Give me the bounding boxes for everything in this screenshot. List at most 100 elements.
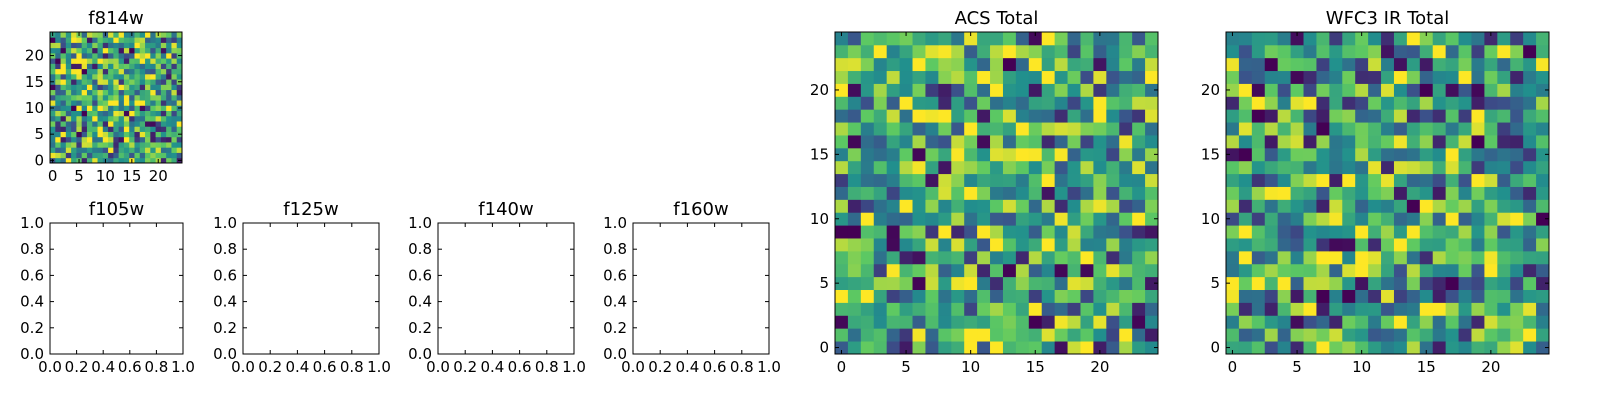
heatmap-cell	[1067, 122, 1081, 136]
heatmap-cell	[1445, 315, 1459, 329]
heatmap-cell	[1119, 44, 1133, 59]
heatmap-cell	[1264, 70, 1279, 84]
heatmap-cell	[899, 302, 913, 316]
heatmap-cell	[1471, 328, 1485, 342]
heatmap-cell	[160, 89, 167, 96]
heatmap-cell	[145, 105, 151, 111]
heatmap-cell	[1536, 135, 1550, 149]
heatmap-cell	[123, 68, 130, 75]
heatmap-cell	[1226, 83, 1240, 97]
heatmap-cell	[123, 37, 130, 43]
heatmap-cell	[847, 238, 862, 252]
heatmap-cell	[1445, 263, 1459, 278]
heatmap-cell	[86, 142, 93, 148]
heatmap-cell	[1355, 83, 1369, 97]
heatmap-cell	[847, 186, 862, 200]
heatmap-cell	[1445, 57, 1459, 72]
heatmap-cell	[886, 186, 900, 200]
heatmap-cell	[108, 100, 114, 106]
heatmap-cell	[1381, 341, 1395, 355]
heatmap-cell	[860, 173, 875, 187]
heatmap-cell	[134, 110, 141, 117]
heatmap-cell	[1119, 32, 1133, 46]
heatmap-cell	[990, 57, 1004, 72]
heatmap-cell	[1419, 44, 1434, 59]
heatmap-cell	[1368, 238, 1382, 252]
x-tick-label: 1.0	[757, 358, 781, 376]
heatmap-cell	[1251, 289, 1266, 303]
heatmap-cell	[1093, 96, 1107, 110]
heatmap-cell	[1484, 44, 1498, 59]
heatmap-cell	[1264, 96, 1279, 110]
y-tick-label: 0	[1210, 339, 1220, 357]
heatmap-cell	[1226, 328, 1240, 342]
heatmap-cell	[113, 121, 120, 127]
heatmap-cell	[951, 32, 965, 46]
heatmap-cell	[1028, 44, 1043, 59]
heatmap-cell	[977, 122, 991, 136]
heatmap-cell	[1342, 289, 1356, 303]
heatmap-cell	[1497, 315, 1511, 329]
heatmap-cell	[1226, 302, 1240, 316]
heatmap-cell	[899, 57, 913, 72]
heatmap-cell	[1355, 70, 1369, 84]
heatmap-cell	[150, 32, 156, 38]
heatmap-cell	[1002, 212, 1017, 226]
heatmap-cell	[150, 63, 156, 70]
heatmap-cell	[1119, 57, 1133, 72]
heatmap-cell	[1510, 238, 1524, 252]
heatmap-cell	[1093, 225, 1107, 239]
heatmap-cell	[1381, 83, 1395, 97]
heatmap-cell	[1419, 147, 1434, 162]
heatmap-cell	[886, 199, 900, 213]
heatmap-cell	[65, 142, 72, 148]
heatmap-cell	[1132, 302, 1146, 316]
x-tick-label: 10	[961, 358, 980, 376]
heatmap-cell	[1290, 212, 1304, 226]
heatmap-cell	[925, 32, 939, 46]
heatmap-cell	[1290, 238, 1304, 252]
heatmap-cell	[977, 147, 991, 162]
heatmap-cell	[1471, 186, 1485, 200]
heatmap-cell	[113, 58, 120, 64]
heatmap-cell	[155, 37, 162, 43]
heatmap-cell	[1054, 199, 1068, 213]
heatmap-cell	[1132, 315, 1146, 329]
heatmap-cell	[134, 121, 141, 127]
heatmap-cell	[150, 68, 156, 75]
heatmap-cell	[108, 105, 114, 111]
heatmap-cell	[86, 63, 93, 70]
heatmap-cell	[925, 289, 939, 303]
heatmap-cell	[1041, 328, 1056, 342]
axes-frame	[49, 222, 184, 355]
heatmap-cell	[1303, 263, 1317, 278]
heatmap-cell	[886, 83, 900, 97]
heatmap-cell	[938, 199, 952, 213]
heatmap-cell	[835, 341, 849, 355]
heatmap-cell	[1251, 341, 1266, 355]
heatmap-cell	[1264, 44, 1279, 59]
heatmap-cell	[951, 109, 965, 123]
heatmap-cell	[176, 115, 183, 122]
heatmap-cell	[835, 289, 849, 303]
heatmap-cell	[1041, 212, 1056, 226]
heatmap-cell	[171, 152, 178, 159]
heatmap-cell	[951, 315, 965, 329]
heatmap-cell	[1393, 70, 1408, 84]
heatmap-cell	[1145, 135, 1159, 149]
heatmap-cell	[1510, 122, 1524, 136]
heatmap-cell	[55, 152, 61, 159]
heatmap-cell	[113, 142, 120, 148]
heatmap-cell	[1238, 263, 1253, 278]
heatmap-cell	[977, 302, 991, 316]
heatmap-cell	[1458, 328, 1472, 342]
heatmap-cell	[176, 152, 183, 159]
heatmap-cell	[886, 135, 900, 149]
heatmap-cell	[1290, 32, 1304, 46]
heatmap-cell	[81, 126, 88, 132]
heatmap-cell	[1497, 186, 1511, 200]
heatmap-cell	[1132, 70, 1146, 84]
heatmap-cell	[50, 147, 56, 153]
heatmap-cell	[1067, 160, 1081, 175]
